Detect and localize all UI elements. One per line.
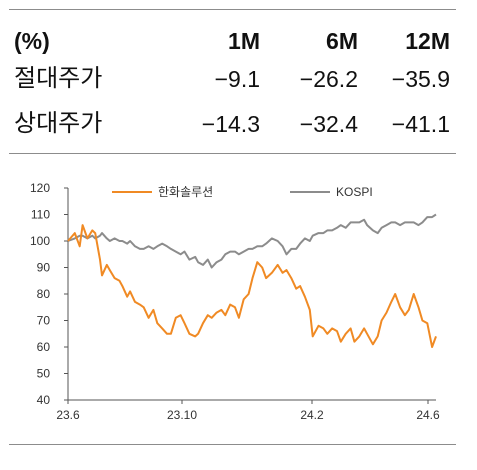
row-label-absolute: 절대주가 xyxy=(14,65,103,92)
chart-bottom-rule xyxy=(9,444,456,445)
x-tick-label: 24.6 xyxy=(416,408,440,422)
table-top-rule xyxy=(9,9,456,10)
col-header-6m: 6M xyxy=(326,28,358,54)
series-line-0 xyxy=(67,224,437,348)
y-tick-label: 70 xyxy=(37,314,51,328)
table-header-row: (%) 1M 6M 12M xyxy=(14,21,454,61)
table-bottom-rule xyxy=(9,153,456,154)
cell-relative-12m: −41.1 xyxy=(391,111,450,137)
table-row-relative: 상대주가 −14.3 −32.4 −41.1 xyxy=(14,104,454,144)
y-tick-label: 120 xyxy=(30,181,50,195)
price-chart: 40 50 60 70 80 90 100 110 120 23.6 23.10 24.2 24.6 한화… xyxy=(30,181,440,422)
x-tick-label: 24.2 xyxy=(300,408,324,422)
table-row-absolute: 절대주가 −9.1 −26.2 −35.9 xyxy=(14,59,454,99)
y-tick-label: 60 xyxy=(37,340,51,354)
y-tick-label: 100 xyxy=(30,234,50,248)
legend-label-0: 한화솔루션 xyxy=(158,185,213,199)
cell-absolute-6m: −26.2 xyxy=(299,66,358,92)
unit-label: (%) xyxy=(14,28,50,54)
cell-relative-1m: −14.3 xyxy=(201,111,260,137)
y-tick-label: 50 xyxy=(37,367,51,381)
cell-relative-6m: −32.4 xyxy=(299,111,358,137)
x-tick-label: 23.6 xyxy=(56,408,80,422)
row-label-relative: 상대주가 xyxy=(14,110,103,137)
x-tick-label: 23.10 xyxy=(167,408,197,422)
cell-absolute-12m: −35.9 xyxy=(391,66,450,92)
y-tick-label: 90 xyxy=(37,261,51,275)
y-tick-label: 80 xyxy=(37,287,51,301)
y-tick-label: 110 xyxy=(31,208,50,222)
cell-absolute-1m: −9.1 xyxy=(214,66,260,92)
legend-label-1: KOSPI xyxy=(336,185,373,199)
y-tick-label: 40 xyxy=(37,393,51,407)
col-header-1m: 1M xyxy=(228,28,260,54)
series-line-1 xyxy=(67,213,437,269)
col-header-12m: 12M xyxy=(405,28,450,54)
